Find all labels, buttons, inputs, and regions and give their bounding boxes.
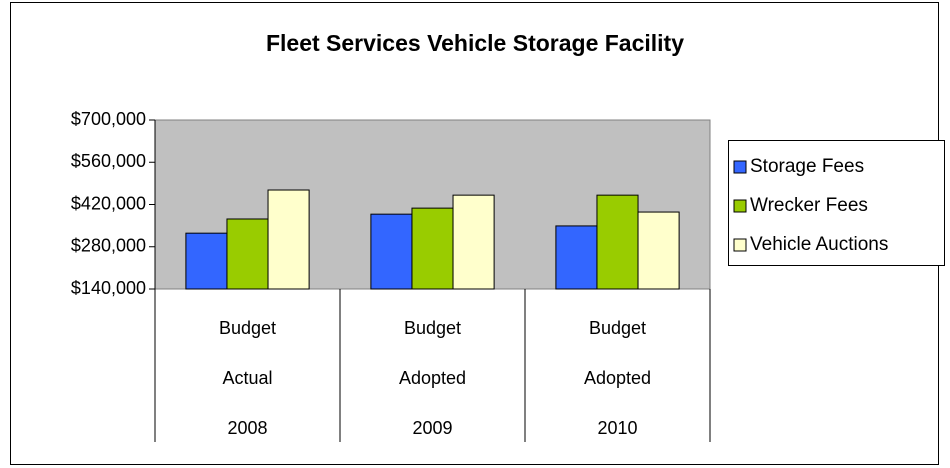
legend-swatch xyxy=(733,238,747,252)
bar xyxy=(411,207,454,290)
legend-swatch xyxy=(733,160,747,174)
bar xyxy=(185,232,228,290)
bar xyxy=(452,194,495,290)
legend-label: Vehicle Auctions xyxy=(750,234,888,255)
y-tick-label: $420,000 xyxy=(71,193,146,213)
bar xyxy=(226,218,269,290)
x-tick-label: Budget xyxy=(219,318,276,338)
x-tick-label: Budget xyxy=(404,318,461,338)
y-tick-label: $700,000 xyxy=(71,109,146,129)
bar xyxy=(370,213,413,290)
x-tick-label: Adopted xyxy=(399,368,466,388)
chart-title: Fleet Services Vehicle Storage Facility xyxy=(266,30,684,56)
bar xyxy=(555,225,598,290)
legend-label: Storage Fees xyxy=(750,156,864,177)
legend xyxy=(728,140,945,266)
bar xyxy=(637,211,680,290)
legend-swatch xyxy=(733,199,747,213)
x-tick-label: 2008 xyxy=(227,418,267,438)
y-tick-label: $140,000 xyxy=(71,278,146,298)
y-tick-label: $560,000 xyxy=(71,151,146,171)
x-tick-label: Budget xyxy=(589,318,646,338)
x-tick-label: 2010 xyxy=(597,418,637,438)
legend-label: Wrecker Fees xyxy=(750,195,868,216)
bar xyxy=(267,189,310,290)
x-tick-label: Adopted xyxy=(584,368,651,388)
y-tick-label: $280,000 xyxy=(71,236,146,256)
bar xyxy=(596,194,639,290)
x-tick-label: Actual xyxy=(222,368,272,388)
x-tick-label: 2009 xyxy=(412,418,452,438)
